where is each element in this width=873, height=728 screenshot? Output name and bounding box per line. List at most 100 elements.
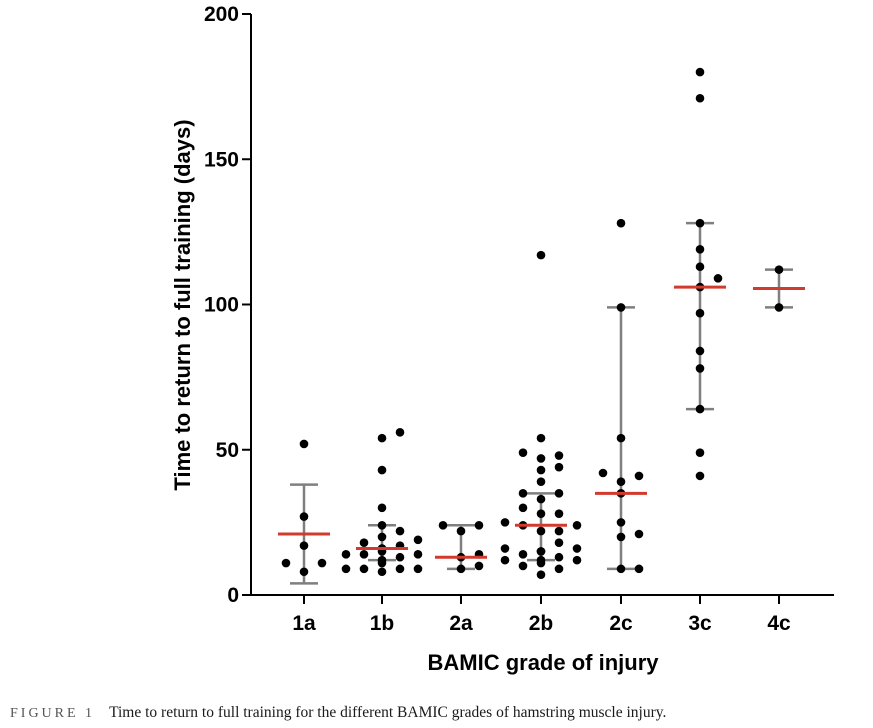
data-point [554, 509, 564, 518]
data-point [518, 550, 528, 559]
data-point [695, 67, 705, 77]
data-point [554, 526, 564, 536]
data-point [518, 448, 528, 457]
data-point [377, 555, 387, 565]
data-point [413, 535, 423, 545]
data-point [554, 489, 564, 498]
data-point [536, 547, 546, 556]
data-point [695, 346, 705, 356]
data-point [616, 477, 626, 487]
data-point [500, 555, 510, 565]
data-point [299, 541, 309, 550]
data-point [456, 526, 466, 536]
y-tick-label: 0 [227, 584, 239, 607]
data-point [695, 218, 705, 228]
data-point [518, 561, 528, 571]
chart: 0 50 100 150 200 1a 1b 2a 2b 2c 3c 4c Time to retu… [170, 3, 834, 675]
x-tick-label: 1a [292, 612, 316, 635]
y-axis-label: Time to return to full training (days) [170, 119, 195, 490]
data-point [377, 520, 387, 530]
data-point [317, 558, 327, 568]
data-point [500, 544, 510, 553]
data-point [695, 245, 705, 254]
x-ticks: 1a 1b 2a 2b 2c 3c 4c [292, 595, 791, 635]
axes [250, 14, 834, 596]
data-point [695, 448, 705, 457]
data-point [536, 509, 546, 518]
data-point [377, 532, 387, 542]
data-point [413, 564, 423, 574]
data-point [598, 468, 608, 478]
data-point [536, 250, 546, 260]
data-point [616, 564, 626, 574]
data-point [395, 552, 405, 562]
data-point [554, 564, 564, 574]
data-point [341, 550, 351, 559]
data-point [616, 532, 626, 542]
data-point [438, 520, 448, 530]
data-point [281, 558, 291, 568]
data-point [536, 465, 546, 475]
data-point [554, 538, 564, 548]
data-point [634, 529, 644, 539]
x-tick-label: 4c [767, 612, 791, 635]
data-point [395, 526, 405, 536]
data-point [695, 471, 705, 481]
data-point [456, 564, 466, 574]
data-point [536, 555, 546, 565]
data-point [536, 494, 546, 504]
data-point [536, 433, 546, 443]
data-point [554, 462, 564, 472]
data-point [634, 564, 644, 574]
data-point [616, 218, 626, 228]
data-point [536, 454, 546, 463]
data-point [518, 489, 528, 498]
data-point [572, 520, 582, 530]
x-tick-label: 2b [529, 612, 554, 635]
data-point [695, 404, 705, 414]
data-point [572, 544, 582, 553]
data-point [395, 564, 405, 574]
data-point [616, 433, 626, 443]
y-tick-label: 50 [216, 439, 239, 462]
medians [278, 285, 805, 559]
data-point [536, 570, 546, 579]
data-point [500, 518, 510, 527]
data-point [695, 364, 705, 373]
x-tick-label: 2a [449, 612, 473, 635]
data-point [299, 512, 309, 521]
data-point [474, 561, 484, 571]
data-point [572, 555, 582, 565]
data-point [359, 538, 369, 548]
data-points [281, 67, 784, 579]
data-point [554, 552, 564, 562]
data-point [341, 564, 351, 574]
data-point [554, 451, 564, 460]
data-point [377, 503, 387, 513]
data-point [695, 262, 705, 272]
data-point [695, 308, 705, 318]
data-point [299, 567, 309, 577]
x-axis-label: BAMIC grade of injury [427, 650, 659, 675]
data-point [774, 265, 784, 274]
data-point [536, 526, 546, 536]
figure-caption: FIGURE 1 Time to return to full training … [10, 704, 870, 722]
data-point [377, 433, 387, 443]
y-tick-label: 150 [204, 148, 239, 171]
data-point [518, 503, 528, 513]
x-tick-label: 3c [688, 612, 712, 635]
data-point [616, 303, 626, 312]
y-tick-label: 200 [204, 3, 239, 26]
data-point [634, 471, 644, 481]
data-point [713, 274, 723, 283]
data-point [299, 439, 309, 449]
x-tick-label: 2c [609, 612, 633, 635]
data-point [536, 477, 546, 487]
data-point [474, 520, 484, 530]
data-point [616, 518, 626, 527]
data-point [413, 550, 423, 559]
y-ticks: 0 50 100 150 200 [204, 3, 251, 607]
y-tick-label: 100 [204, 294, 239, 317]
figure-caption-text: Time to return to full training for the … [109, 704, 667, 721]
x-tick-label: 1b [370, 612, 395, 635]
